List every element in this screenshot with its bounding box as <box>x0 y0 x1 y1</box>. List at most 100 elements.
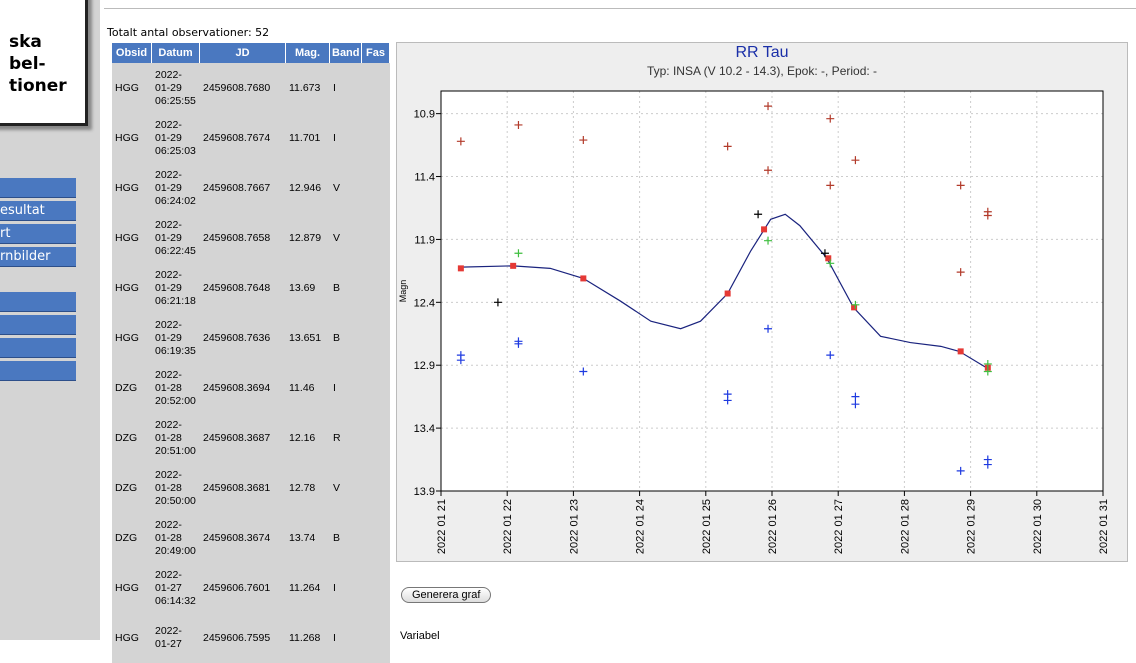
table-row: DZG 2022-01-28 20:51:00 2459608.3687 12.16 R <box>112 413 390 463</box>
table-cell: 2459606.7595 <box>203 631 271 644</box>
table-cell: HGG <box>115 581 139 594</box>
table-cell: 2022-01-27 06:14:32 <box>155 568 196 607</box>
table-cell: 12.946 <box>289 181 322 194</box>
plot-border <box>440 90 1104 492</box>
table-cell: 13.74 <box>289 531 316 544</box>
column-header: Datum <box>152 43 200 63</box>
table-cell <box>362 113 390 163</box>
data-point <box>851 156 860 165</box>
table-cell: I <box>333 81 336 94</box>
menu-item[interactable]: rnbilder <box>0 247 76 267</box>
data-point <box>826 114 835 123</box>
x-tick-label: 2022 01 30 <box>1032 499 1044 554</box>
table-row: DZG 2022-01-28 20:50:00 2459608.3681 12.78 V <box>112 463 390 513</box>
x-tick-label: 2022 01 22 <box>502 499 514 554</box>
data-point <box>851 304 858 311</box>
data-point <box>510 262 517 269</box>
data-point <box>579 136 588 145</box>
x-tick-label: 2022 01 29 <box>966 499 978 554</box>
x-tick-label: 2022 01 26 <box>767 499 779 554</box>
data-point <box>579 367 588 376</box>
table-cell: 11.701 <box>289 131 321 144</box>
summary: Totalt antal observationer: 52 <box>107 26 270 39</box>
divider <box>104 8 1136 9</box>
table-cell: 12.16 <box>289 431 316 444</box>
data-point <box>983 359 992 368</box>
data-point <box>723 142 732 151</box>
data-point <box>825 255 832 262</box>
data-point <box>826 259 835 268</box>
data-point <box>514 120 523 129</box>
data-point <box>956 181 965 190</box>
menu-item[interactable] <box>0 338 76 358</box>
generate-button[interactable]: Generera graf <box>401 587 492 603</box>
table-cell: HGG <box>115 331 139 344</box>
table-cell: 11.264 <box>289 581 321 594</box>
data-point <box>983 211 992 220</box>
menu-item[interactable]: esultat <box>0 201 76 221</box>
table-cell: 2022-01-29 06:19:35 <box>155 318 196 357</box>
y-tick-label: 13.9 <box>414 486 435 498</box>
table-cell: 13.651 <box>289 331 322 344</box>
table-row: DZG 2022-01-28 20:49:00 2459608.3674 13.74 B <box>112 513 390 563</box>
table-cell: 2459606.7601 <box>203 581 271 594</box>
table-cell: 2022-01-29 06:21:18 <box>155 268 196 307</box>
table-cell: HGG <box>115 81 139 94</box>
table-cell: DZG <box>115 431 138 444</box>
table-cell: 2459608.3694 <box>203 381 271 394</box>
data-point <box>493 298 502 307</box>
table-cell: 2459608.7658 <box>203 231 271 244</box>
fit-line <box>460 213 987 369</box>
menu-item[interactable]: rt <box>0 224 76 244</box>
table-cell: I <box>333 581 336 594</box>
table-cell: 12.879 <box>289 231 322 244</box>
table-cell <box>362 163 390 213</box>
y-tick-label: 11.9 <box>414 234 435 246</box>
data-point <box>851 392 860 401</box>
data-point <box>580 275 587 282</box>
table-cell <box>362 513 390 563</box>
table-cell <box>362 313 390 363</box>
data-point <box>456 137 465 146</box>
data-point <box>957 348 964 355</box>
table-cell: HGG <box>115 231 139 244</box>
y-tick-label: 10.9 <box>414 109 435 121</box>
table-row: HGG 2022-01-29 06:19:35 2459608.7636 13.651… <box>112 313 390 363</box>
chart-panel: RR Tau Typ: INSA (V 10.2 - 14.3), Epok: … <box>396 42 1128 562</box>
table-cell: 2459608.3687 <box>203 431 271 444</box>
column-header: Mag. <box>286 43 330 63</box>
data-point <box>826 351 835 360</box>
menu-item[interactable] <box>0 361 76 381</box>
table-cell: 2459608.3681 <box>203 481 271 494</box>
x-tick-label: 2022 01 24 <box>635 499 647 554</box>
column-header: Band <box>330 43 362 63</box>
x-tick-label: 2022 01 28 <box>899 499 911 554</box>
data-point <box>820 249 829 258</box>
column-header: Obsid <box>112 43 152 63</box>
table-cell: HGG <box>115 131 139 144</box>
logo-text: ska <box>9 32 42 52</box>
table-cell <box>362 363 390 413</box>
x-tick-label: 2022 01 31 <box>1098 499 1110 554</box>
chart-title: RR Tau <box>735 44 788 61</box>
table-cell: R <box>333 431 341 444</box>
menu-item[interactable] <box>0 292 76 312</box>
observations-table: Obsid Datum JD Mag. Band Fas HGG 2022-01-29 06… <box>112 43 390 663</box>
table-cell: HGG <box>115 631 139 644</box>
table-cell: HGG <box>115 281 139 294</box>
menu-item[interactable] <box>0 178 76 198</box>
field-label: Variabel <box>400 630 440 642</box>
chart: RR Tau Typ: INSA (V 10.2 - 14.3), Epok: … <box>398 44 1110 554</box>
table-cell: 2459608.7648 <box>203 281 271 294</box>
data-point <box>764 102 773 111</box>
data-point <box>456 356 465 365</box>
table-row: HGG 2022-01-27 06:14:32 2459606.7601 11.264… <box>112 563 390 613</box>
menu-item[interactable] <box>0 315 76 335</box>
table-cell: V <box>333 181 341 194</box>
table-cell: 12.78 <box>289 481 316 494</box>
table-cell: V <box>333 481 341 494</box>
table-cell: 11.268 <box>289 631 321 644</box>
column-header: Fas <box>362 43 390 63</box>
table-cell: I <box>333 131 336 144</box>
